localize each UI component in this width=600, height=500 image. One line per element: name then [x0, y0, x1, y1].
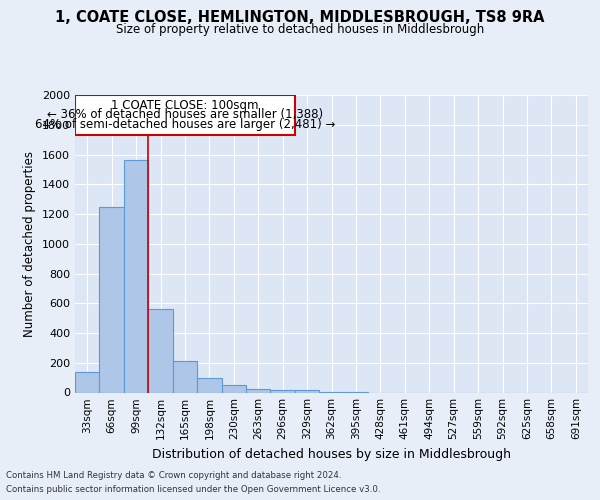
Text: Contains public sector information licensed under the Open Government Licence v3: Contains public sector information licen…: [6, 484, 380, 494]
Bar: [221, 385, 246, 392]
Bar: [295, 390, 319, 392]
Y-axis label: Number of detached properties: Number of detached properties: [23, 151, 37, 337]
Text: ← 36% of detached houses are smaller (1,388): ← 36% of detached houses are smaller (1,…: [47, 108, 323, 122]
Bar: [148, 309, 173, 392]
Bar: [75, 372, 100, 392]
Bar: [246, 389, 271, 392]
Text: 64% of semi-detached houses are larger (2,481) →: 64% of semi-detached houses are larger (…: [35, 118, 335, 130]
FancyBboxPatch shape: [76, 95, 295, 135]
Text: Size of property relative to detached houses in Middlesbrough: Size of property relative to detached ho…: [116, 22, 484, 36]
Text: 1, COATE CLOSE, HEMLINGTON, MIDDLESBROUGH, TS8 9RA: 1, COATE CLOSE, HEMLINGTON, MIDDLESBROUG…: [55, 10, 545, 25]
Bar: [271, 390, 295, 392]
Bar: [124, 160, 148, 392]
Bar: [173, 360, 197, 392]
X-axis label: Distribution of detached houses by size in Middlesbrough: Distribution of detached houses by size …: [152, 448, 511, 461]
Bar: [197, 378, 221, 392]
Text: Contains HM Land Registry data © Crown copyright and database right 2024.: Contains HM Land Registry data © Crown c…: [6, 472, 341, 480]
Bar: [100, 206, 124, 392]
Text: 1 COATE CLOSE: 100sqm: 1 COATE CLOSE: 100sqm: [112, 99, 259, 112]
